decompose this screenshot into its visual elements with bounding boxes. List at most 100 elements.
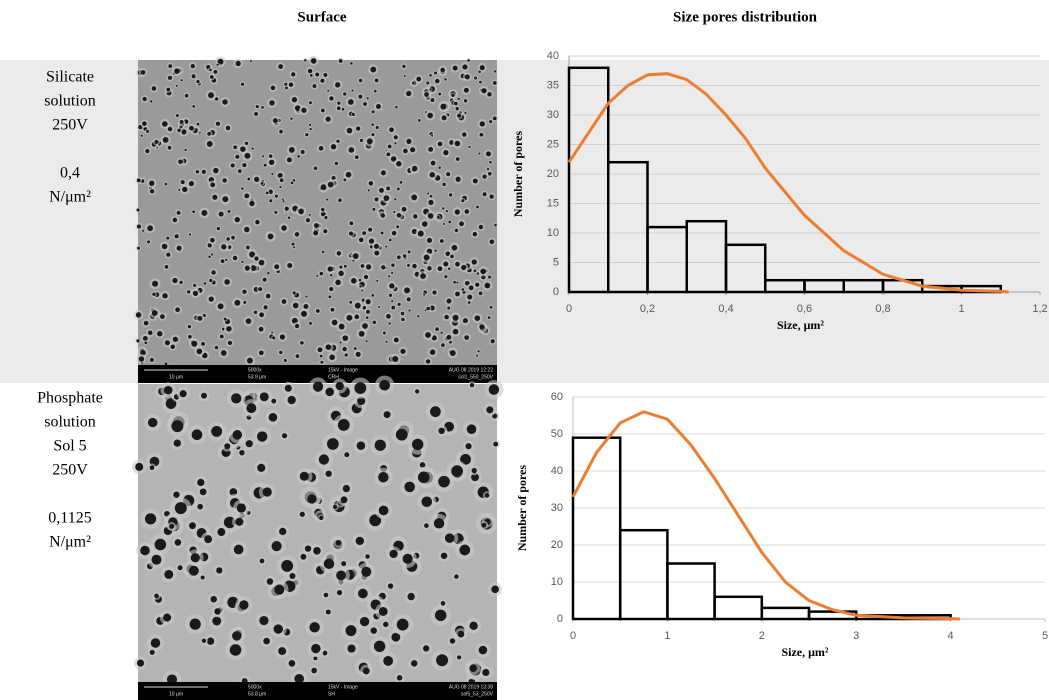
pore: [223, 317, 227, 321]
pore: [216, 567, 223, 574]
pore: [454, 228, 459, 233]
pore: [338, 270, 344, 277]
pore: [488, 384, 500, 395]
pore: [207, 131, 212, 136]
pore: [382, 331, 386, 335]
pore: [436, 654, 449, 667]
row-label: solution: [44, 93, 96, 110]
pore: [425, 332, 431, 338]
pore: [354, 382, 367, 395]
pore: [215, 121, 221, 126]
pore: [213, 167, 219, 174]
pore: [214, 97, 219, 101]
pore: [386, 314, 391, 319]
x-tick-label: 1: [958, 303, 964, 315]
pore: [336, 106, 341, 111]
pore: [457, 97, 460, 101]
pore: [207, 243, 212, 248]
pore: [462, 318, 468, 324]
pore: [241, 260, 244, 264]
pore: [270, 85, 276, 91]
pore: [240, 146, 246, 152]
pore: [426, 306, 430, 311]
pore: [177, 128, 181, 133]
pore: [294, 323, 300, 329]
pore: [468, 145, 471, 149]
pore: [434, 71, 438, 75]
pore: [358, 588, 368, 599]
pore: [301, 310, 307, 317]
pore: [442, 223, 445, 226]
pore: [360, 264, 365, 268]
pore: [383, 411, 391, 419]
pore: [393, 337, 399, 343]
pore: [429, 172, 436, 178]
y-tick-label: 35: [547, 79, 559, 91]
pore: [457, 655, 462, 660]
pore: [479, 65, 485, 71]
pore: [157, 331, 163, 337]
pore: [478, 645, 488, 655]
pore: [142, 229, 145, 232]
x-tick-label: 2: [759, 630, 765, 642]
pore: [136, 224, 141, 229]
pore: [430, 406, 441, 418]
pore: [477, 350, 480, 353]
pore: [387, 583, 394, 589]
pore: [420, 273, 426, 279]
pore: [312, 84, 317, 89]
pore: [488, 275, 492, 279]
pore: [244, 265, 250, 271]
pore: [345, 171, 352, 178]
pore: [142, 335, 148, 341]
pore: [179, 280, 183, 285]
pore: [339, 265, 343, 269]
pore: [467, 294, 473, 300]
pore: [376, 279, 379, 282]
pore: [241, 187, 244, 190]
pore: [192, 290, 199, 297]
pore: [149, 357, 154, 362]
pore: [149, 465, 155, 471]
pore: [464, 335, 470, 340]
pore: [437, 141, 443, 147]
pore: [279, 129, 283, 134]
pore: [166, 236, 170, 240]
x-tick-label: 3: [853, 630, 859, 642]
pore: [487, 92, 492, 97]
pore: [355, 536, 365, 546]
pore: [329, 96, 334, 101]
pore: [283, 359, 287, 363]
pore: [327, 266, 333, 272]
pore: [154, 593, 159, 599]
pore: [230, 163, 235, 168]
pore: [381, 265, 386, 270]
info-text: 15kV - Image: [328, 367, 358, 373]
pore: [217, 528, 226, 537]
pore: [490, 339, 495, 344]
pore: [431, 134, 434, 137]
pore: [307, 494, 317, 504]
pore: [423, 254, 430, 261]
pore: [168, 64, 173, 68]
pore: [354, 302, 361, 309]
pore: [478, 224, 484, 230]
pore: [175, 84, 178, 87]
pore: [358, 94, 363, 99]
pore: [449, 638, 456, 644]
pore: [334, 161, 339, 166]
pore: [352, 253, 359, 259]
pore: [274, 210, 278, 214]
pore: [440, 331, 443, 334]
pore: [362, 306, 367, 310]
pore: [423, 293, 426, 296]
pore: [372, 207, 376, 211]
pore: [247, 177, 251, 181]
pore: [454, 140, 461, 147]
pore: [365, 340, 368, 343]
y-axis-title: Number of pores: [515, 465, 529, 552]
pore: [310, 58, 317, 64]
pore: [448, 220, 452, 224]
pore: [380, 170, 386, 176]
